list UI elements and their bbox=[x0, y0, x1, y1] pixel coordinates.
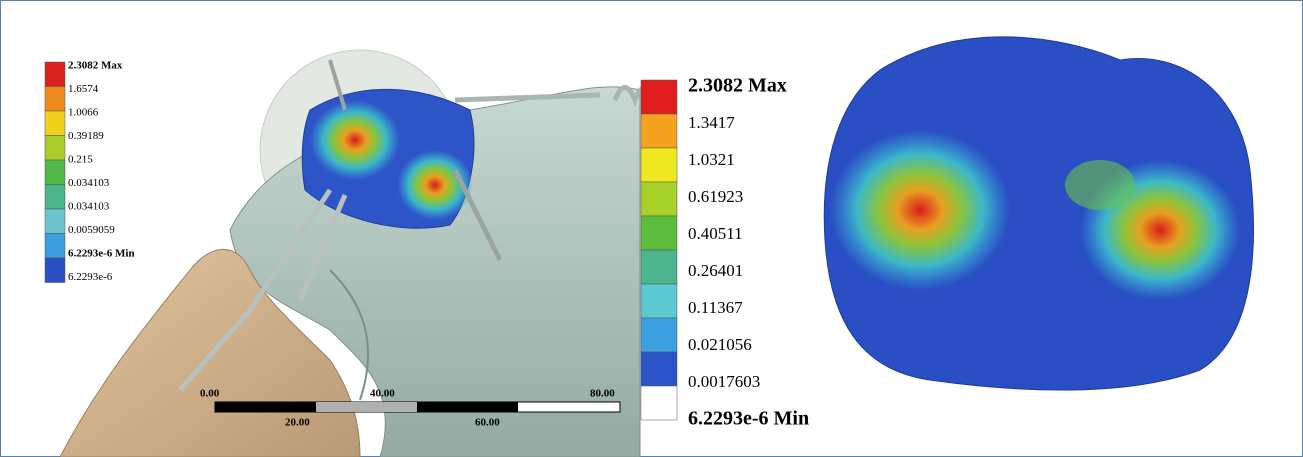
legend-swatch bbox=[45, 185, 65, 210]
legend-label: 1.0066 bbox=[68, 107, 99, 119]
legend-label: 0.40511 bbox=[688, 224, 743, 243]
legend-label: 1.3417 bbox=[688, 113, 735, 132]
legend-label: 0.021056 bbox=[688, 335, 752, 354]
legend-swatch bbox=[45, 160, 65, 185]
model-right bbox=[824, 37, 1253, 390]
legend-label: 0.61923 bbox=[688, 187, 743, 206]
right-legend: 2.3082 Max 1.3417 1.0321 0.61923 0.40511 0.26… bbox=[641, 75, 809, 430]
model-left bbox=[60, 50, 675, 457]
legend-label: 0.034103 bbox=[68, 177, 110, 189]
legend-swatch bbox=[641, 284, 677, 318]
legend-swatch bbox=[45, 209, 65, 234]
legend-label: 1.0321 bbox=[688, 150, 735, 169]
scale-label: 40.00 bbox=[370, 388, 395, 400]
scale-label: 80.00 bbox=[590, 388, 615, 400]
legend-label: 1.6574 bbox=[68, 83, 99, 95]
legend-label: 0.0017603 bbox=[688, 372, 760, 391]
legend-label: 6.2293e-6 Min bbox=[68, 248, 135, 260]
scale-label: 20.00 bbox=[285, 417, 310, 429]
legend-label: 2.3082 Max bbox=[688, 75, 787, 97]
legend-swatch bbox=[45, 136, 65, 161]
legend-swatch bbox=[641, 250, 677, 284]
legend-swatch bbox=[641, 318, 677, 352]
legend-swatch bbox=[45, 258, 65, 283]
legend-label: 6.2293e-6 Min bbox=[688, 408, 809, 430]
legend-swatch bbox=[641, 114, 677, 148]
legend-swatch bbox=[641, 386, 677, 420]
legend-swatch bbox=[641, 148, 677, 182]
legend-swatch bbox=[45, 87, 65, 112]
left-legend: 2.3082 Max 1.6574 1.0066 0.39189 0.215 0.0341… bbox=[45, 60, 135, 284]
scale-bar bbox=[215, 402, 620, 412]
legend-label: 0.215 bbox=[68, 154, 93, 166]
legend-swatch bbox=[641, 216, 677, 250]
legend-label: 6.2293e-6 bbox=[68, 271, 113, 283]
legend-label: 0.11367 bbox=[688, 298, 743, 317]
legend-swatch bbox=[641, 80, 677, 114]
figure: 2.3082 Max 1.6574 1.0066 0.39189 0.215 0.0341… bbox=[0, 0, 1303, 457]
legend-swatch bbox=[641, 352, 677, 386]
legend-label: 2.3082 Max bbox=[68, 60, 123, 72]
legend-swatch bbox=[45, 234, 65, 259]
scale-label: 0.00 bbox=[200, 388, 220, 400]
legend-label: 0.034103 bbox=[68, 201, 110, 213]
legend-label: 0.26401 bbox=[688, 261, 743, 280]
scale-label: 60.00 bbox=[475, 417, 500, 429]
legend-swatch bbox=[45, 111, 65, 136]
legend-label: 0.39189 bbox=[68, 130, 104, 142]
legend-label: 0.0059059 bbox=[68, 224, 115, 236]
legend-swatch bbox=[641, 182, 677, 216]
legend-swatch bbox=[45, 62, 65, 87]
